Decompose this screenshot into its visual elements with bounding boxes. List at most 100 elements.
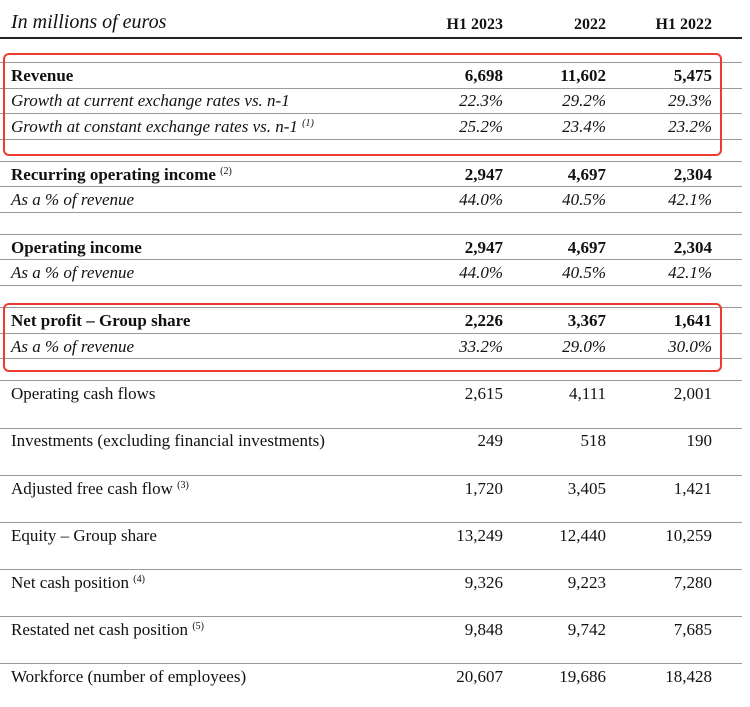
cell-value: 7,685 xyxy=(673,620,712,639)
rule xyxy=(0,569,742,570)
cell-value: 1,641 xyxy=(673,311,712,330)
row-label: Revenue xyxy=(11,66,74,85)
cell-value: 11,602 xyxy=(560,66,606,85)
cell-value: 2,304 xyxy=(673,165,712,184)
row-label: As a % of revenue xyxy=(11,337,135,356)
rule xyxy=(0,234,742,235)
cell-value: 44.0% xyxy=(459,263,503,282)
cell-value: 3,367 xyxy=(567,311,606,330)
rule xyxy=(0,259,742,260)
table-row-equity: Equity – Group share 13,249 12,440 10,25… xyxy=(0,524,750,548)
rule xyxy=(0,139,742,140)
cell-value: 12,440 xyxy=(559,526,606,545)
rule xyxy=(0,285,742,286)
cell-value: 2,947 xyxy=(464,238,503,257)
cell-value: 10,259 xyxy=(665,526,712,545)
row-label: Equity – Group share xyxy=(11,526,157,545)
highlight-box-net-profit xyxy=(3,303,722,372)
cell-value: 7,280 xyxy=(673,573,712,592)
rule xyxy=(0,475,742,476)
cell-value: 1,720 xyxy=(464,479,503,498)
row-label-wrap: Adjusted free cash flow (3) xyxy=(11,477,189,501)
header-rule xyxy=(0,37,742,39)
row-label: Growth at constant exchange rates vs. n-… xyxy=(11,117,298,136)
cell-value: 40.5% xyxy=(562,190,606,209)
row-label: As a % of revenue xyxy=(11,263,135,282)
cell-value: 9,742 xyxy=(567,620,606,639)
cell-value: 13,249 xyxy=(456,526,503,545)
cell-value: 42.1% xyxy=(668,263,712,282)
table-row-net-profit: Net profit – Group share 2,226 3,367 1,6… xyxy=(0,309,750,333)
table-row-recurring-margin: As a % of revenue 44.0% 40.5% 42.1% xyxy=(0,188,750,212)
table-row-operating-cash-flows: Operating cash flows 2,615 4,111 2,001 xyxy=(0,382,750,406)
cell-value: 23.2% xyxy=(668,117,712,136)
row-label: Operating income xyxy=(11,238,142,257)
footnote-marker: (1) xyxy=(302,118,314,129)
row-label: Growth at current exchange rates vs. n-1 xyxy=(11,91,290,110)
row-label: Recurring operating income xyxy=(11,165,216,184)
table-row-recurring-operating-income: Recurring operating income (2) 2,947 4,6… xyxy=(0,163,750,187)
rule xyxy=(0,616,742,617)
cell-value: 518 xyxy=(580,431,607,450)
cell-value: 190 xyxy=(686,431,713,450)
row-label: Net profit – Group share xyxy=(11,311,191,330)
cell-value: 5,475 xyxy=(673,66,712,85)
row-label-wrap: Restated net cash position (5) xyxy=(11,618,204,642)
cell-value: 9,848 xyxy=(464,620,503,639)
table-row-growth-constant: Growth at constant exchange rates vs. n-… xyxy=(0,115,750,139)
row-label: As a % of revenue xyxy=(11,190,135,209)
cell-value: 18,428 xyxy=(665,667,712,686)
cell-value: 2,947 xyxy=(464,165,503,184)
highlight-box-revenue xyxy=(3,53,722,156)
cell-value: 4,111 xyxy=(569,384,606,403)
table-row-workforce: Workforce (number of employees) 20,607 1… xyxy=(0,665,750,689)
cell-value: 4,697 xyxy=(567,165,606,184)
cell-value: 2,304 xyxy=(673,238,712,257)
cell-value: 2,615 xyxy=(464,384,503,403)
cell-value: 1,421 xyxy=(673,479,712,498)
table-row-restated-net-cash: Restated net cash position (5) 9,848 9,7… xyxy=(0,618,750,642)
row-label: Restated net cash position xyxy=(11,620,189,639)
cell-value: 29.0% xyxy=(562,337,606,356)
cell-value: 25.2% xyxy=(459,117,503,136)
column-header-2022: 2022 xyxy=(574,16,606,33)
cell-value: 44.0% xyxy=(459,190,503,209)
table-row-operating-margin: As a % of revenue 44.0% 40.5% 42.1% xyxy=(0,261,750,285)
footnote-marker: (5) xyxy=(192,621,204,632)
footnote-marker: (4) xyxy=(133,574,145,585)
rule xyxy=(0,307,742,308)
rule xyxy=(0,88,742,89)
cell-value: 9,223 xyxy=(567,573,606,592)
rule xyxy=(0,333,742,334)
cell-value: 20,607 xyxy=(456,667,503,686)
rule xyxy=(0,113,742,114)
cell-value: 3,405 xyxy=(567,479,606,498)
cell-value: 23.4% xyxy=(562,117,606,136)
row-label-wrap: Recurring operating income (2) xyxy=(11,163,232,187)
footnote-marker: (3) xyxy=(177,480,189,491)
table-row-investments: Investments (excluding financial investm… xyxy=(0,429,750,453)
rule xyxy=(0,62,742,63)
cell-value: 29.3% xyxy=(668,91,712,110)
rule xyxy=(0,522,742,523)
table-row-net-cash-position: Net cash position (4) 9,326 9,223 7,280 xyxy=(0,571,750,595)
cell-value: 29.2% xyxy=(562,91,606,110)
cell-value: 4,697 xyxy=(567,238,606,257)
row-label: Workforce (number of employees) xyxy=(11,667,247,686)
column-header-h1-2023: H1 2023 xyxy=(446,16,503,33)
cell-value: 2,001 xyxy=(673,384,712,403)
table-row-adjusted-free-cash-flow: Adjusted free cash flow (3) 1,720 3,405 … xyxy=(0,477,750,501)
rule xyxy=(0,186,742,187)
cell-value: 40.5% xyxy=(562,263,606,282)
cell-value: 9,326 xyxy=(464,573,503,592)
table-row-growth-current: Growth at current exchange rates vs. n-1… xyxy=(0,89,750,113)
cell-value: 249 xyxy=(477,431,504,450)
row-label-wrap: Net cash position (4) xyxy=(11,571,145,595)
cell-value: 30.0% xyxy=(668,337,712,356)
rule xyxy=(0,428,742,429)
table-unit-caption: In millions of euros xyxy=(11,11,167,33)
row-label: Adjusted free cash flow xyxy=(11,479,173,498)
cell-value: 33.2% xyxy=(459,337,503,356)
rule xyxy=(0,161,742,162)
table-row-revenue: Revenue 6,698 11,602 5,475 xyxy=(0,64,750,88)
